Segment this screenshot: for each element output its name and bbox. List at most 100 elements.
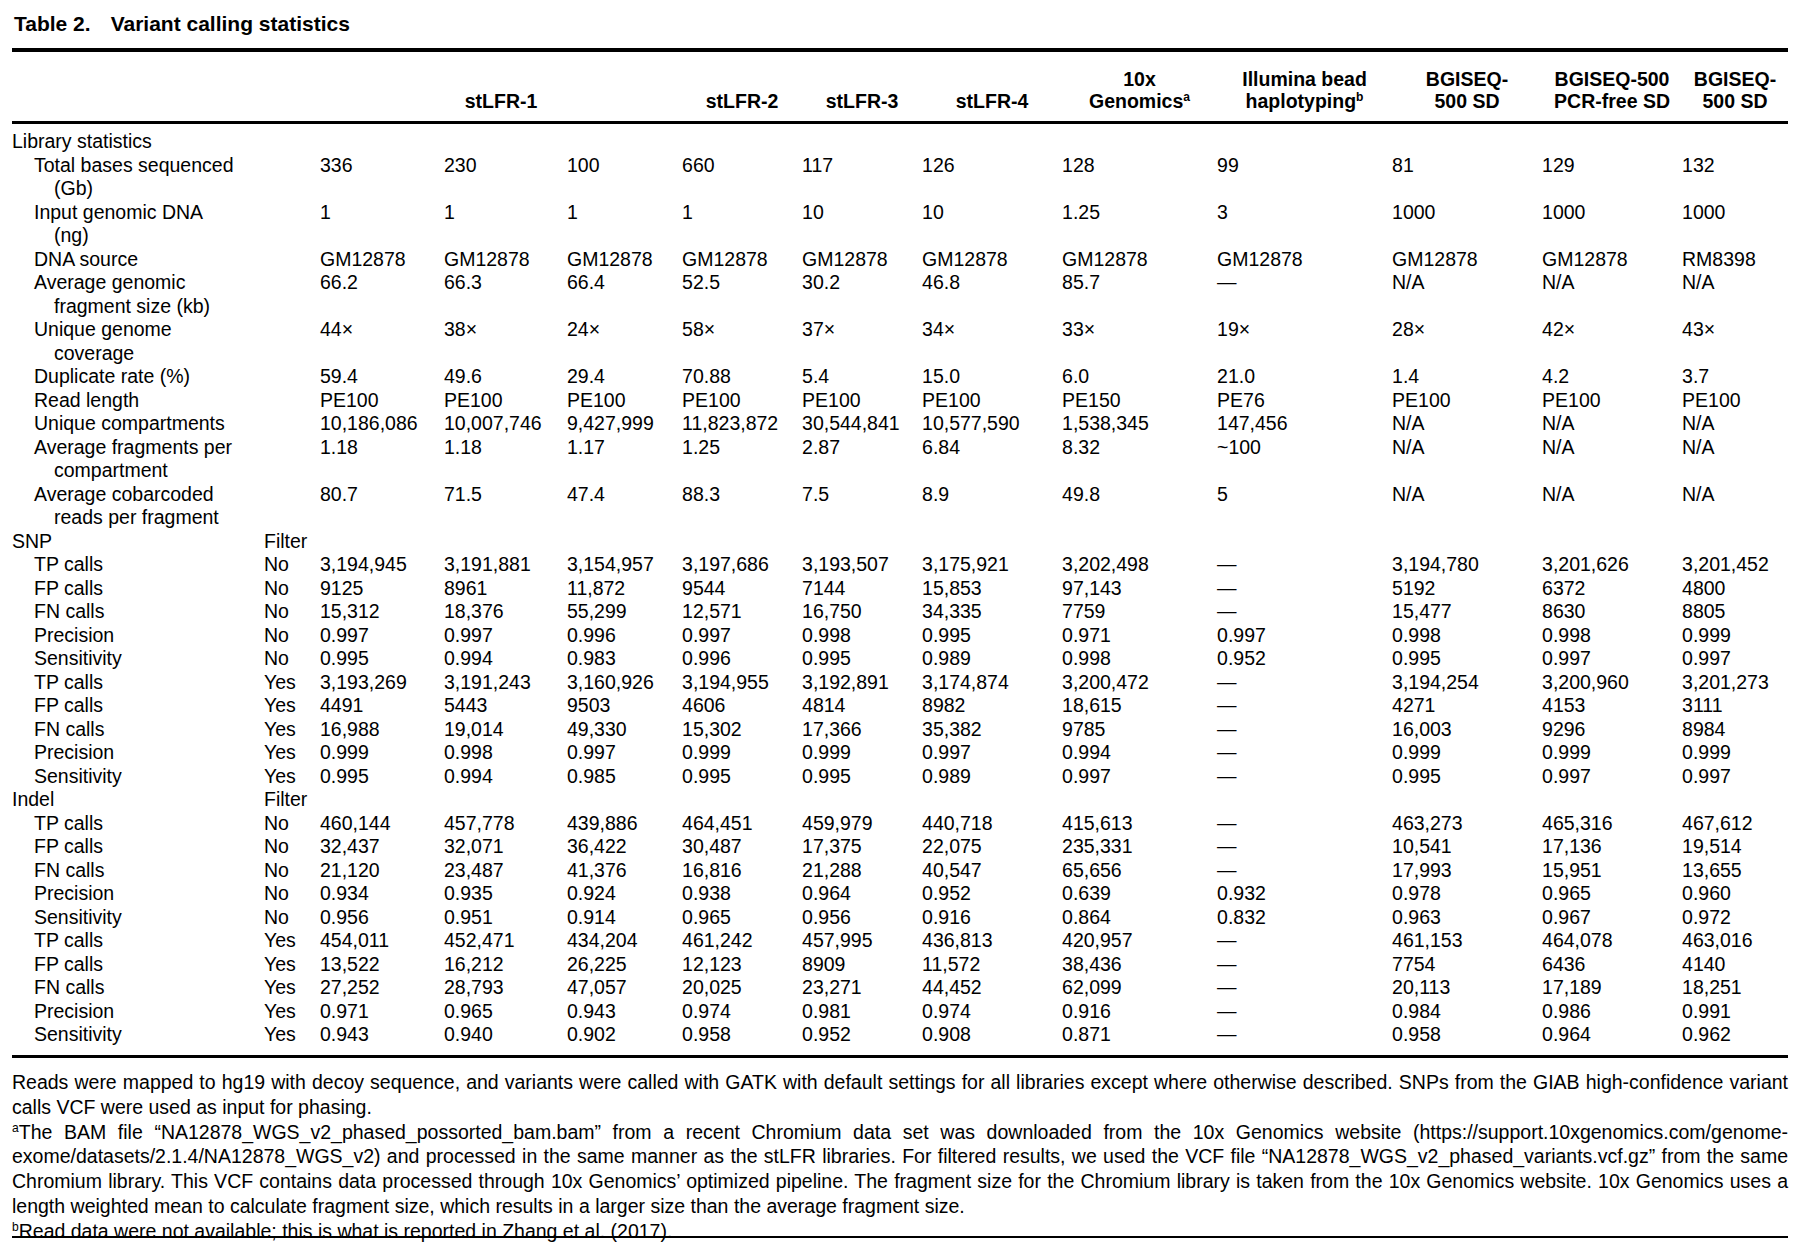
row-label-line: FP calls bbox=[12, 694, 264, 718]
value-cell: 3,154,957 bbox=[567, 553, 682, 577]
row-label-line: FP calls bbox=[12, 835, 264, 859]
row-label-line: Precision bbox=[12, 1000, 264, 1024]
page-bottom-rule bbox=[12, 1236, 1788, 1238]
value-cell: 3,200,960 bbox=[1542, 671, 1682, 695]
value-cell: 0.996 bbox=[567, 624, 682, 648]
row-label: Sensitivity bbox=[12, 647, 264, 671]
filter-cell: Filter bbox=[264, 530, 320, 554]
value-cell bbox=[1217, 788, 1392, 812]
value-cell: 0.997 bbox=[567, 741, 682, 765]
value-cell: 65,656 bbox=[1062, 859, 1217, 883]
row-label: TP calls bbox=[12, 929, 264, 953]
row-label-line: FN calls bbox=[12, 600, 264, 624]
value-cell: 23,487 bbox=[444, 859, 567, 883]
value-cell: — bbox=[1217, 976, 1392, 1000]
value-cell: 0.989 bbox=[922, 647, 1062, 671]
row-label-line: Sensitivity bbox=[12, 765, 264, 789]
filter-cell bbox=[264, 412, 320, 436]
value-cell: 3,202,498 bbox=[1062, 553, 1217, 577]
row-label: FN calls bbox=[12, 600, 264, 624]
filter-cell: Yes bbox=[264, 694, 320, 718]
row-label: TP calls bbox=[12, 812, 264, 836]
row-label-line: FN calls bbox=[12, 976, 264, 1000]
value-cell: 3,191,243 bbox=[444, 671, 567, 695]
value-cell: 85.7 bbox=[1062, 271, 1217, 318]
value-cell: 58× bbox=[682, 318, 802, 365]
row-label: DNA source bbox=[12, 248, 264, 272]
row-label-line-2: fragment size (kb) bbox=[12, 295, 264, 319]
value-cell: 0.995 bbox=[682, 765, 802, 789]
value-cell: 0.916 bbox=[1062, 1000, 1217, 1024]
value-cell: 17,189 bbox=[1542, 976, 1682, 1000]
value-cell: 1 bbox=[567, 201, 682, 248]
value-cell: 0.999 bbox=[320, 741, 444, 765]
value-cell: PE100 bbox=[1392, 389, 1542, 413]
value-cell: 0.965 bbox=[1542, 882, 1682, 906]
row-label: Sensitivity bbox=[12, 1023, 264, 1055]
value-cell: 3,200,472 bbox=[1062, 671, 1217, 695]
header-line: PCR-free SD bbox=[1542, 90, 1682, 112]
value-cell: 6372 bbox=[1542, 577, 1682, 601]
value-cell: 459,979 bbox=[802, 812, 922, 836]
footnote-marker-b: b bbox=[1356, 90, 1363, 104]
value-cell: 0.965 bbox=[682, 906, 802, 930]
table-row: FN callsNo21,12023,48741,37616,81621,288… bbox=[12, 859, 1788, 883]
value-cell bbox=[1217, 123, 1392, 154]
value-cell: N/A bbox=[1682, 271, 1788, 318]
value-cell: 12,123 bbox=[682, 953, 802, 977]
value-cell bbox=[444, 123, 567, 154]
value-cell: 30,544,841 bbox=[802, 412, 922, 436]
value-cell: 0.995 bbox=[802, 765, 922, 789]
table-row: DNA sourceGM12878GM12878GM12878GM12878GM… bbox=[12, 248, 1788, 272]
value-cell: 420,957 bbox=[1062, 929, 1217, 953]
value-cell: 0.998 bbox=[802, 624, 922, 648]
value-cell: — bbox=[1217, 765, 1392, 789]
value-cell: 0.994 bbox=[1062, 741, 1217, 765]
value-cell: GM12878 bbox=[567, 248, 682, 272]
value-cell: 9785 bbox=[1062, 718, 1217, 742]
row-label-line: FP calls bbox=[12, 577, 264, 601]
value-cell: 452,471 bbox=[444, 929, 567, 953]
row-label-line-2: reads per fragment bbox=[12, 506, 264, 530]
value-cell: GM12878 bbox=[444, 248, 567, 272]
value-cell: 0.995 bbox=[320, 647, 444, 671]
value-cell: 28× bbox=[1392, 318, 1542, 365]
value-cell: 3,194,945 bbox=[320, 553, 444, 577]
row-label-line: FN calls bbox=[12, 718, 264, 742]
value-cell: 3,191,881 bbox=[444, 553, 567, 577]
value-cell: — bbox=[1217, 953, 1392, 977]
value-cell: 460,144 bbox=[320, 812, 444, 836]
value-cell: 0.994 bbox=[444, 647, 567, 671]
filter-cell: No bbox=[264, 882, 320, 906]
header-line: 500 SD bbox=[1392, 90, 1542, 112]
row-label: Input genomic DNA(ng) bbox=[12, 201, 264, 248]
value-cell: 66.4 bbox=[567, 271, 682, 318]
filter-cell: Yes bbox=[264, 741, 320, 765]
value-cell bbox=[922, 788, 1062, 812]
value-cell: PE100 bbox=[444, 389, 567, 413]
value-cell: 44,452 bbox=[922, 976, 1062, 1000]
value-cell: — bbox=[1217, 271, 1392, 318]
value-cell: — bbox=[1217, 1000, 1392, 1024]
value-cell: 4800 bbox=[1682, 577, 1788, 601]
value-cell: 16,750 bbox=[802, 600, 922, 624]
value-cell: 230 bbox=[444, 154, 567, 201]
value-cell: 0.940 bbox=[444, 1023, 567, 1055]
value-cell: 0.997 bbox=[444, 624, 567, 648]
value-cell: 17,375 bbox=[802, 835, 922, 859]
paper-page: Table 2.Variant calling statistics stLFR… bbox=[0, 0, 1800, 1243]
value-cell: 0.871 bbox=[1062, 1023, 1217, 1055]
header-line: BGISEQ- bbox=[1392, 68, 1542, 90]
value-cell: 454,011 bbox=[320, 929, 444, 953]
value-cell bbox=[1062, 123, 1217, 154]
value-cell: 4606 bbox=[682, 694, 802, 718]
value-cell: ~100 bbox=[1217, 436, 1392, 483]
value-cell: 0.997 bbox=[922, 741, 1062, 765]
table-row: TP callsNo460,144457,778439,886464,45145… bbox=[12, 812, 1788, 836]
value-cell: 0.995 bbox=[1392, 647, 1542, 671]
value-cell: 1 bbox=[682, 201, 802, 248]
filter-cell: Yes bbox=[264, 718, 320, 742]
value-cell: N/A bbox=[1682, 412, 1788, 436]
row-label-line: Average cobarcoded bbox=[12, 483, 264, 507]
section-row: Library statistics bbox=[12, 123, 1788, 154]
